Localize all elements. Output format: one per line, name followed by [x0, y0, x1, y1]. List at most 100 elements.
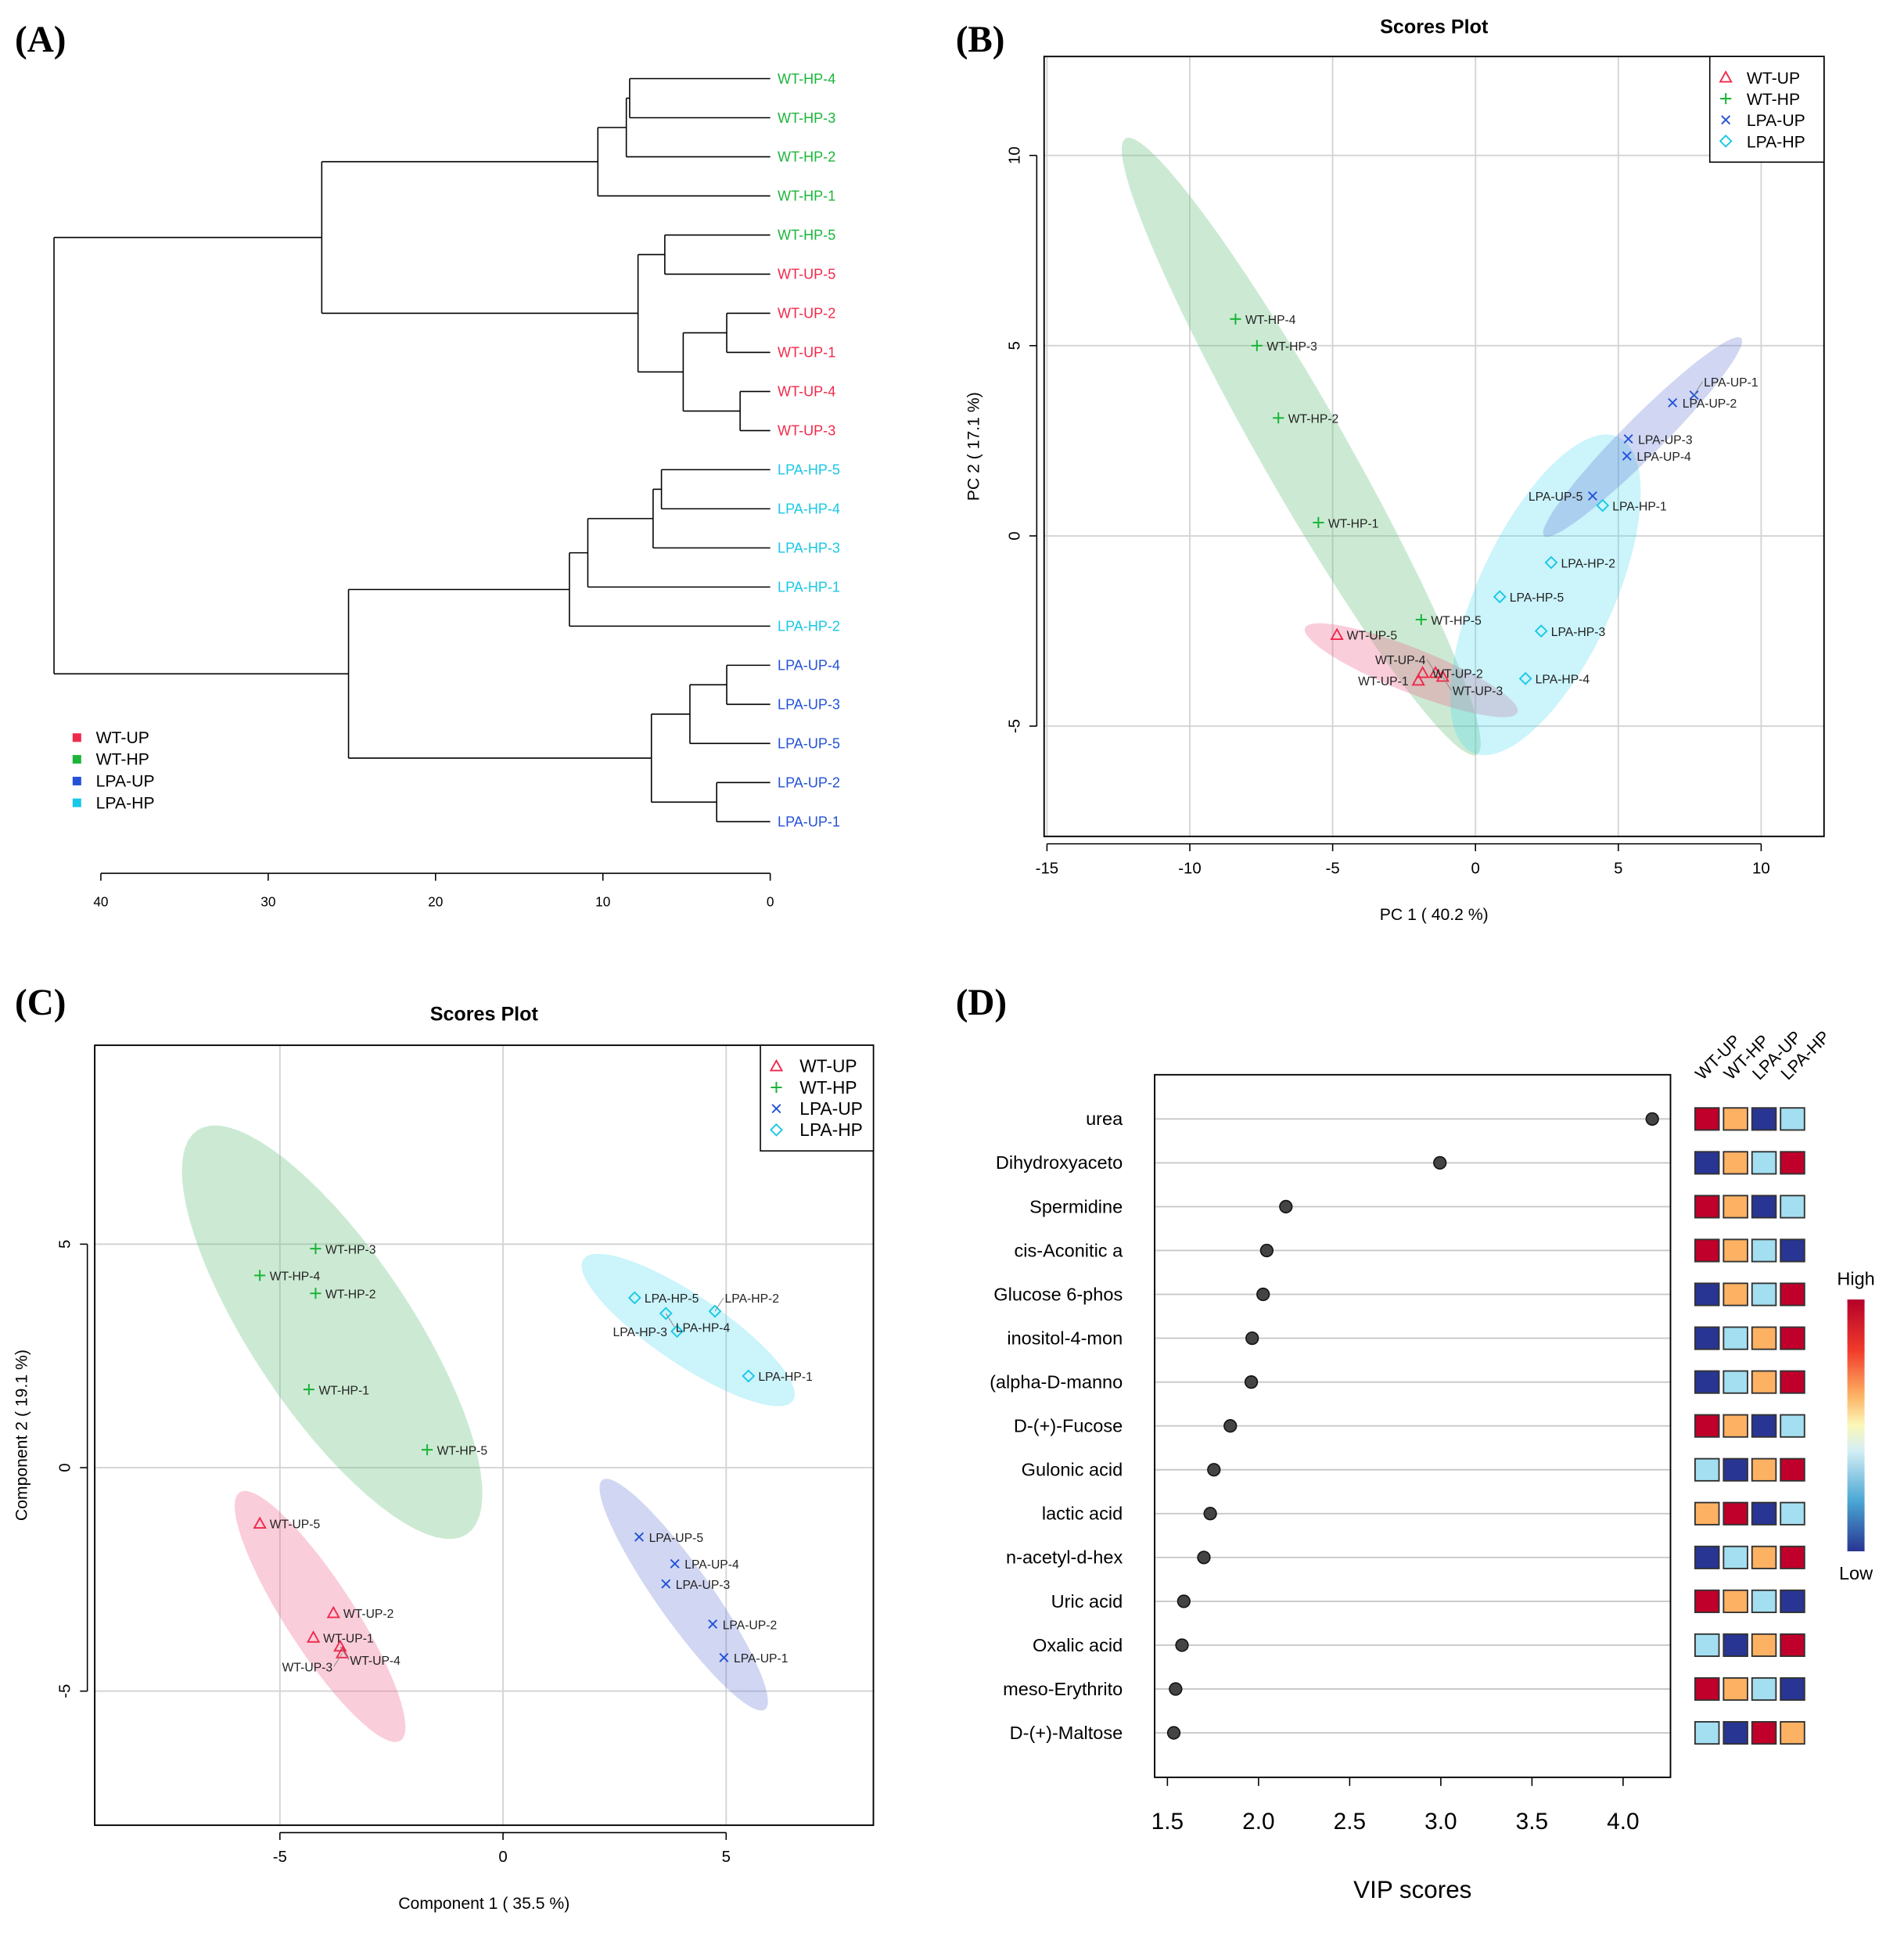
- x-tick-label: 1.5: [1151, 1809, 1184, 1835]
- plus-marker: [1230, 313, 1241, 325]
- vip-dot: [1169, 1682, 1183, 1696]
- x-marker: [634, 1532, 644, 1542]
- legend-label: WT-UP: [799, 1056, 857, 1076]
- point-label: LPA-UP-5: [1529, 491, 1583, 504]
- legend-label: WT-HP: [96, 751, 149, 769]
- x-marker: [1622, 451, 1632, 461]
- heatmap-cell: [1723, 1589, 1748, 1613]
- vip-dot: [1175, 1638, 1189, 1652]
- metabolite-label: Oxalic acid: [1033, 1635, 1123, 1655]
- plot-frame: [94, 1044, 875, 1827]
- leaf-label: LPA-HP-2: [778, 619, 840, 634]
- point-label: WT-UP-3: [282, 1662, 333, 1675]
- heatmap-cell: [1751, 1195, 1777, 1219]
- label-leader-line: [1694, 381, 1703, 396]
- heatmap-cell: [1694, 1589, 1720, 1613]
- plus-marker: [310, 1288, 322, 1299]
- point-label: WT-HP-2: [325, 1288, 376, 1302]
- plsda-scores-plot: -5 0 5 -5 0 5 Scores Plot Component 1 ( 35.5 %)…: [13, 1004, 875, 1913]
- heatmap-cell: [1780, 1676, 1805, 1702]
- plus-marker: [1251, 340, 1263, 351]
- x-tick-label: 3.5: [1516, 1809, 1548, 1835]
- label-leader-line: [714, 1297, 724, 1312]
- heatmap-cell: [1780, 1720, 1805, 1745]
- metabolite-label: D-(+)-Fucose: [1014, 1416, 1123, 1436]
- heatmap-cell: [1751, 1457, 1777, 1482]
- vip-dot: [1207, 1463, 1221, 1477]
- point-label: WT-HP-1: [1328, 517, 1379, 530]
- diamond-marker: [742, 1369, 756, 1383]
- tick-label: 10: [595, 894, 610, 910]
- label-leader-line: [333, 1652, 343, 1667]
- heatmap-cell: [1694, 1326, 1720, 1350]
- plus-marker: [1720, 93, 1732, 105]
- vip-dot: [1197, 1551, 1211, 1565]
- point-label: LPA-UP-2: [723, 1619, 777, 1632]
- leaf-label: WT-HP-2: [778, 149, 835, 165]
- leaf-label: WT-UP-1: [778, 345, 835, 361]
- point-label: LPA-UP-4: [1636, 451, 1691, 464]
- heatmap-cell: [1694, 1195, 1720, 1219]
- heatmap-cell: [1751, 1720, 1777, 1745]
- confidence-ellipse: [1543, 336, 1743, 537]
- heatmap-cell: [1751, 1633, 1777, 1658]
- triangle-marker: [1719, 70, 1733, 83]
- vip-dot: [1177, 1594, 1191, 1608]
- confidence-ellipse: [599, 1479, 768, 1711]
- heatmap-cell: [1723, 1370, 1748, 1394]
- x-marker: [661, 1579, 671, 1589]
- point-label: WT-UP-4: [350, 1655, 401, 1668]
- x-marker: [1587, 491, 1597, 501]
- confidence-ellipse: [234, 1490, 406, 1742]
- pca-scores-plot: -15 -10 -5 0 5 10 -5 0 5 10 Scores Plot PC 1 ( 40.2…: [965, 16, 1825, 924]
- x-tick-label: -5: [1326, 860, 1340, 877]
- point-label: WT-UP-5: [1347, 630, 1398, 643]
- heatmap-cell: [1780, 1238, 1805, 1263]
- plot-frame: [1154, 1073, 1672, 1778]
- diamond-marker: [1493, 590, 1507, 604]
- panel-label-a: (A): [15, 20, 66, 60]
- confidence-ellipse: [1121, 137, 1481, 756]
- heatmap-cell: [1723, 1545, 1748, 1569]
- vip-dot: [1279, 1199, 1293, 1214]
- legend-label: LPA-HP: [799, 1119, 863, 1140]
- point-label: WT-HP-4: [270, 1270, 321, 1284]
- leaf-label: WT-HP-1: [778, 189, 835, 204]
- metabolite-label: n-acetyl-d-hex: [1006, 1547, 1123, 1568]
- x-tick-label: 0: [1471, 860, 1480, 877]
- triangle-marker: [306, 1630, 321, 1643]
- plus-marker: [303, 1383, 314, 1396]
- vip-dot: [1223, 1419, 1238, 1433]
- plot-title: Scores Plot: [430, 1004, 539, 1026]
- heatmap-cell: [1694, 1457, 1720, 1482]
- metabolite-label: Spermidine: [1029, 1196, 1123, 1216]
- panel-label-b: (B): [956, 20, 1005, 60]
- heatmap-cell: [1780, 1282, 1805, 1306]
- heatmap-cell: [1694, 1151, 1720, 1175]
- plus-marker: [1273, 412, 1284, 424]
- heatmap-cell: [1723, 1414, 1748, 1438]
- heatmap-cell: [1694, 1501, 1720, 1526]
- colorbar-high-label: High: [1837, 1268, 1874, 1288]
- metabolite-label: urea: [1086, 1109, 1123, 1129]
- heatmap-cell: [1780, 1151, 1805, 1175]
- vip-dot: [1259, 1243, 1274, 1258]
- heatmap-cell: [1694, 1720, 1720, 1745]
- heatmap-cell: [1751, 1151, 1777, 1175]
- leaf-label: WT-HP-5: [778, 228, 835, 243]
- point-label: LPA-UP-4: [684, 1558, 739, 1572]
- heatmap-cell: [1780, 1370, 1805, 1394]
- confidence-ellipse: [1450, 434, 1641, 756]
- heatmap-cell: [1723, 1720, 1748, 1745]
- point-label: LPA-UP-2: [1683, 397, 1737, 411]
- confidence-ellipse: [181, 1125, 483, 1540]
- diamond-marker: [1518, 671, 1532, 685]
- heatmap-cell: [1723, 1238, 1748, 1263]
- point-label: WT-HP-5: [437, 1444, 488, 1457]
- heatmap-cell: [1751, 1107, 1777, 1131]
- y-tick-label: 5: [57, 1240, 74, 1249]
- confidence-ellipse: [1304, 623, 1518, 717]
- legend-swatch: [72, 776, 81, 785]
- heatmap-cell: [1694, 1676, 1720, 1702]
